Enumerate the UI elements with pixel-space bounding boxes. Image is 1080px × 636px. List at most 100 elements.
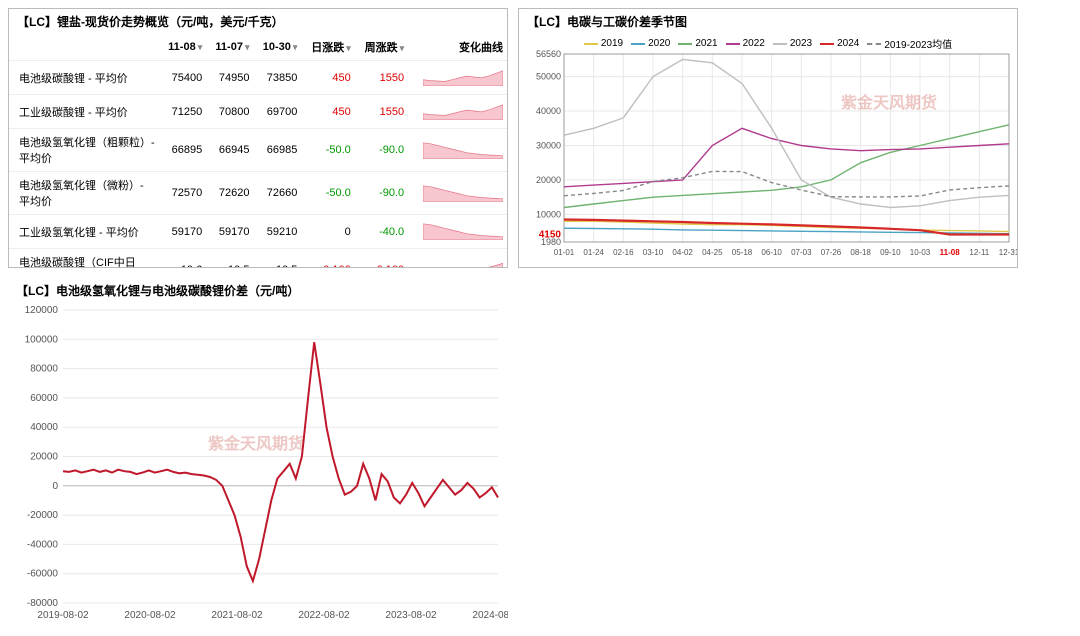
svg-text:-20000: -20000 bbox=[27, 510, 59, 521]
svg-text:-80000: -80000 bbox=[27, 598, 59, 609]
svg-text:30000: 30000 bbox=[536, 140, 561, 150]
svg-text:60000: 60000 bbox=[30, 393, 58, 404]
svg-text:07-26: 07-26 bbox=[821, 248, 842, 257]
cell: 450 bbox=[301, 61, 354, 95]
svg-text:2024-08-02: 2024-08-02 bbox=[472, 610, 508, 621]
cell: -90.0 bbox=[355, 129, 408, 172]
col-header[interactable]: 变化曲线 bbox=[408, 34, 507, 61]
col-header[interactable]: 10-30▾ bbox=[253, 34, 301, 61]
cell: 1550 bbox=[355, 61, 408, 95]
table-row: 电池级氢氧化锂（微粉）- 平均价725707262072660-50.0-90.… bbox=[9, 172, 507, 215]
cell: 66895 bbox=[159, 129, 206, 172]
cell: 电池级氢氧化锂（微粉）- 平均价 bbox=[9, 172, 159, 215]
legend-item: 2021 bbox=[678, 38, 717, 49]
cell: 74950 bbox=[206, 61, 253, 95]
svg-text:09-10: 09-10 bbox=[880, 248, 901, 257]
svg-text:10000: 10000 bbox=[536, 209, 561, 219]
legend-item: 2022 bbox=[726, 38, 765, 49]
cell: 电池级氢氧化锂（粗颗粒）- 平均价 bbox=[9, 129, 159, 172]
table-row: 电池级氢氧化锂（粗颗粒）- 平均价668956694566985-50.0-90… bbox=[9, 129, 507, 172]
svg-text:56560: 56560 bbox=[536, 49, 561, 59]
price-table-title: 【LC】锂盐-现货价走势概览（元/吨，美元/千克） bbox=[9, 9, 507, 34]
svg-text:03-10: 03-10 bbox=[643, 248, 664, 257]
sparkline-cell bbox=[408, 215, 507, 249]
cell: 工业级氢氧化锂 - 平均价 bbox=[9, 215, 159, 249]
cell: 66985 bbox=[253, 129, 301, 172]
svg-text:04-02: 04-02 bbox=[672, 248, 693, 257]
seasonality-title: 【LC】电碳与工碳价差季节图 bbox=[519, 9, 1017, 34]
svg-text:07-03: 07-03 bbox=[791, 248, 812, 257]
sparkline-cell bbox=[408, 61, 507, 95]
cell: 10.5 bbox=[206, 249, 253, 269]
cell: 工业级碳酸锂 - 平均价 bbox=[9, 95, 159, 129]
table-row: 电池级碳酸锂（CIF中日韩）- 平均价10.610.510.50.1000.10… bbox=[9, 249, 507, 269]
svg-text:-60000: -60000 bbox=[27, 569, 59, 580]
cell: -50.0 bbox=[301, 172, 354, 215]
cell: 72620 bbox=[206, 172, 253, 215]
cell: 10.6 bbox=[159, 249, 206, 269]
cell: 72570 bbox=[159, 172, 206, 215]
svg-text:2020-08-02: 2020-08-02 bbox=[124, 610, 176, 621]
svg-text:0: 0 bbox=[52, 481, 58, 492]
cell: 电池级碳酸锂（CIF中日韩）- 平均价 bbox=[9, 249, 159, 269]
cell: 75400 bbox=[159, 61, 206, 95]
legend-item: 2019 bbox=[584, 38, 623, 49]
legend-item: 2023 bbox=[773, 38, 812, 49]
svg-text:4150: 4150 bbox=[539, 230, 562, 241]
table-row: 电池级碳酸锂 - 平均价7540074950738504501550 bbox=[9, 61, 507, 95]
sparkline-cell bbox=[408, 95, 507, 129]
svg-text:01-01: 01-01 bbox=[554, 248, 575, 257]
col-header[interactable]: 11-08▾ bbox=[159, 34, 206, 61]
svg-text:100000: 100000 bbox=[25, 334, 59, 345]
svg-text:2023-08-02: 2023-08-02 bbox=[385, 610, 437, 621]
sparkline-cell bbox=[408, 172, 507, 215]
legend-item: 2024 bbox=[820, 38, 859, 49]
svg-text:05-18: 05-18 bbox=[732, 248, 753, 257]
svg-text:50000: 50000 bbox=[536, 72, 561, 82]
cell: 70800 bbox=[206, 95, 253, 129]
cell: 73850 bbox=[253, 61, 301, 95]
cell: 0 bbox=[301, 215, 354, 249]
svg-text:02-16: 02-16 bbox=[613, 248, 634, 257]
svg-text:80000: 80000 bbox=[30, 364, 58, 375]
svg-text:20000: 20000 bbox=[30, 452, 58, 463]
cell: -90.0 bbox=[355, 172, 408, 215]
diff-panel: 【LC】电池级氢氧化锂与电池级碳酸锂价差（元/吨） 紫金天风期货 -80000-… bbox=[8, 278, 508, 628]
cell: 0.100 bbox=[355, 249, 408, 269]
cell: -50.0 bbox=[301, 129, 354, 172]
cell: 1550 bbox=[355, 95, 408, 129]
svg-text:04-25: 04-25 bbox=[702, 248, 723, 257]
cell: -40.0 bbox=[355, 215, 408, 249]
svg-text:12-11: 12-11 bbox=[969, 248, 989, 257]
cell: 66945 bbox=[206, 129, 253, 172]
cell: 59170 bbox=[206, 215, 253, 249]
cell: 10.5 bbox=[253, 249, 301, 269]
cell: 59170 bbox=[159, 215, 206, 249]
col-header[interactable] bbox=[9, 34, 159, 61]
svg-text:06-10: 06-10 bbox=[761, 248, 782, 257]
price-table: 11-08▾11-07▾10-30▾日涨跌▾周涨跌▾变化曲线 电池级碳酸锂 - … bbox=[9, 34, 507, 268]
svg-text:40000: 40000 bbox=[536, 106, 561, 116]
cell: 0.100 bbox=[301, 249, 354, 269]
svg-text:2021-08-02: 2021-08-02 bbox=[211, 610, 263, 621]
svg-text:10-03: 10-03 bbox=[910, 248, 931, 257]
svg-text:2022-08-02: 2022-08-02 bbox=[298, 610, 350, 621]
cell: 72660 bbox=[253, 172, 301, 215]
cell: 450 bbox=[301, 95, 354, 129]
svg-text:20000: 20000 bbox=[536, 175, 561, 185]
price-table-panel: 【LC】锂盐-现货价走势概览（元/吨，美元/千克） 11-08▾11-07▾10… bbox=[8, 8, 508, 268]
diff-chart: -80000 -60000 -40000 -20000 0 20000 40000 60000… bbox=[8, 300, 508, 628]
col-header[interactable]: 11-07▾ bbox=[206, 34, 253, 61]
svg-text:12-31: 12-31 bbox=[999, 248, 1018, 257]
svg-text:-40000: -40000 bbox=[27, 539, 59, 550]
sparkline-cell bbox=[408, 129, 507, 172]
svg-text:120000: 120000 bbox=[25, 305, 59, 316]
col-header[interactable]: 周涨跌▾ bbox=[355, 34, 408, 61]
svg-text:40000: 40000 bbox=[30, 422, 58, 433]
svg-text:11-08: 11-08 bbox=[940, 248, 961, 257]
cell: 电池级碳酸锂 - 平均价 bbox=[9, 61, 159, 95]
seasonality-panel: 【LC】电碳与工碳价差季节图 2019202020212022202320242… bbox=[518, 8, 1018, 268]
svg-text:2019-08-02: 2019-08-02 bbox=[37, 610, 89, 621]
col-header[interactable]: 日涨跌▾ bbox=[301, 34, 354, 61]
svg-text:01-24: 01-24 bbox=[583, 248, 604, 257]
